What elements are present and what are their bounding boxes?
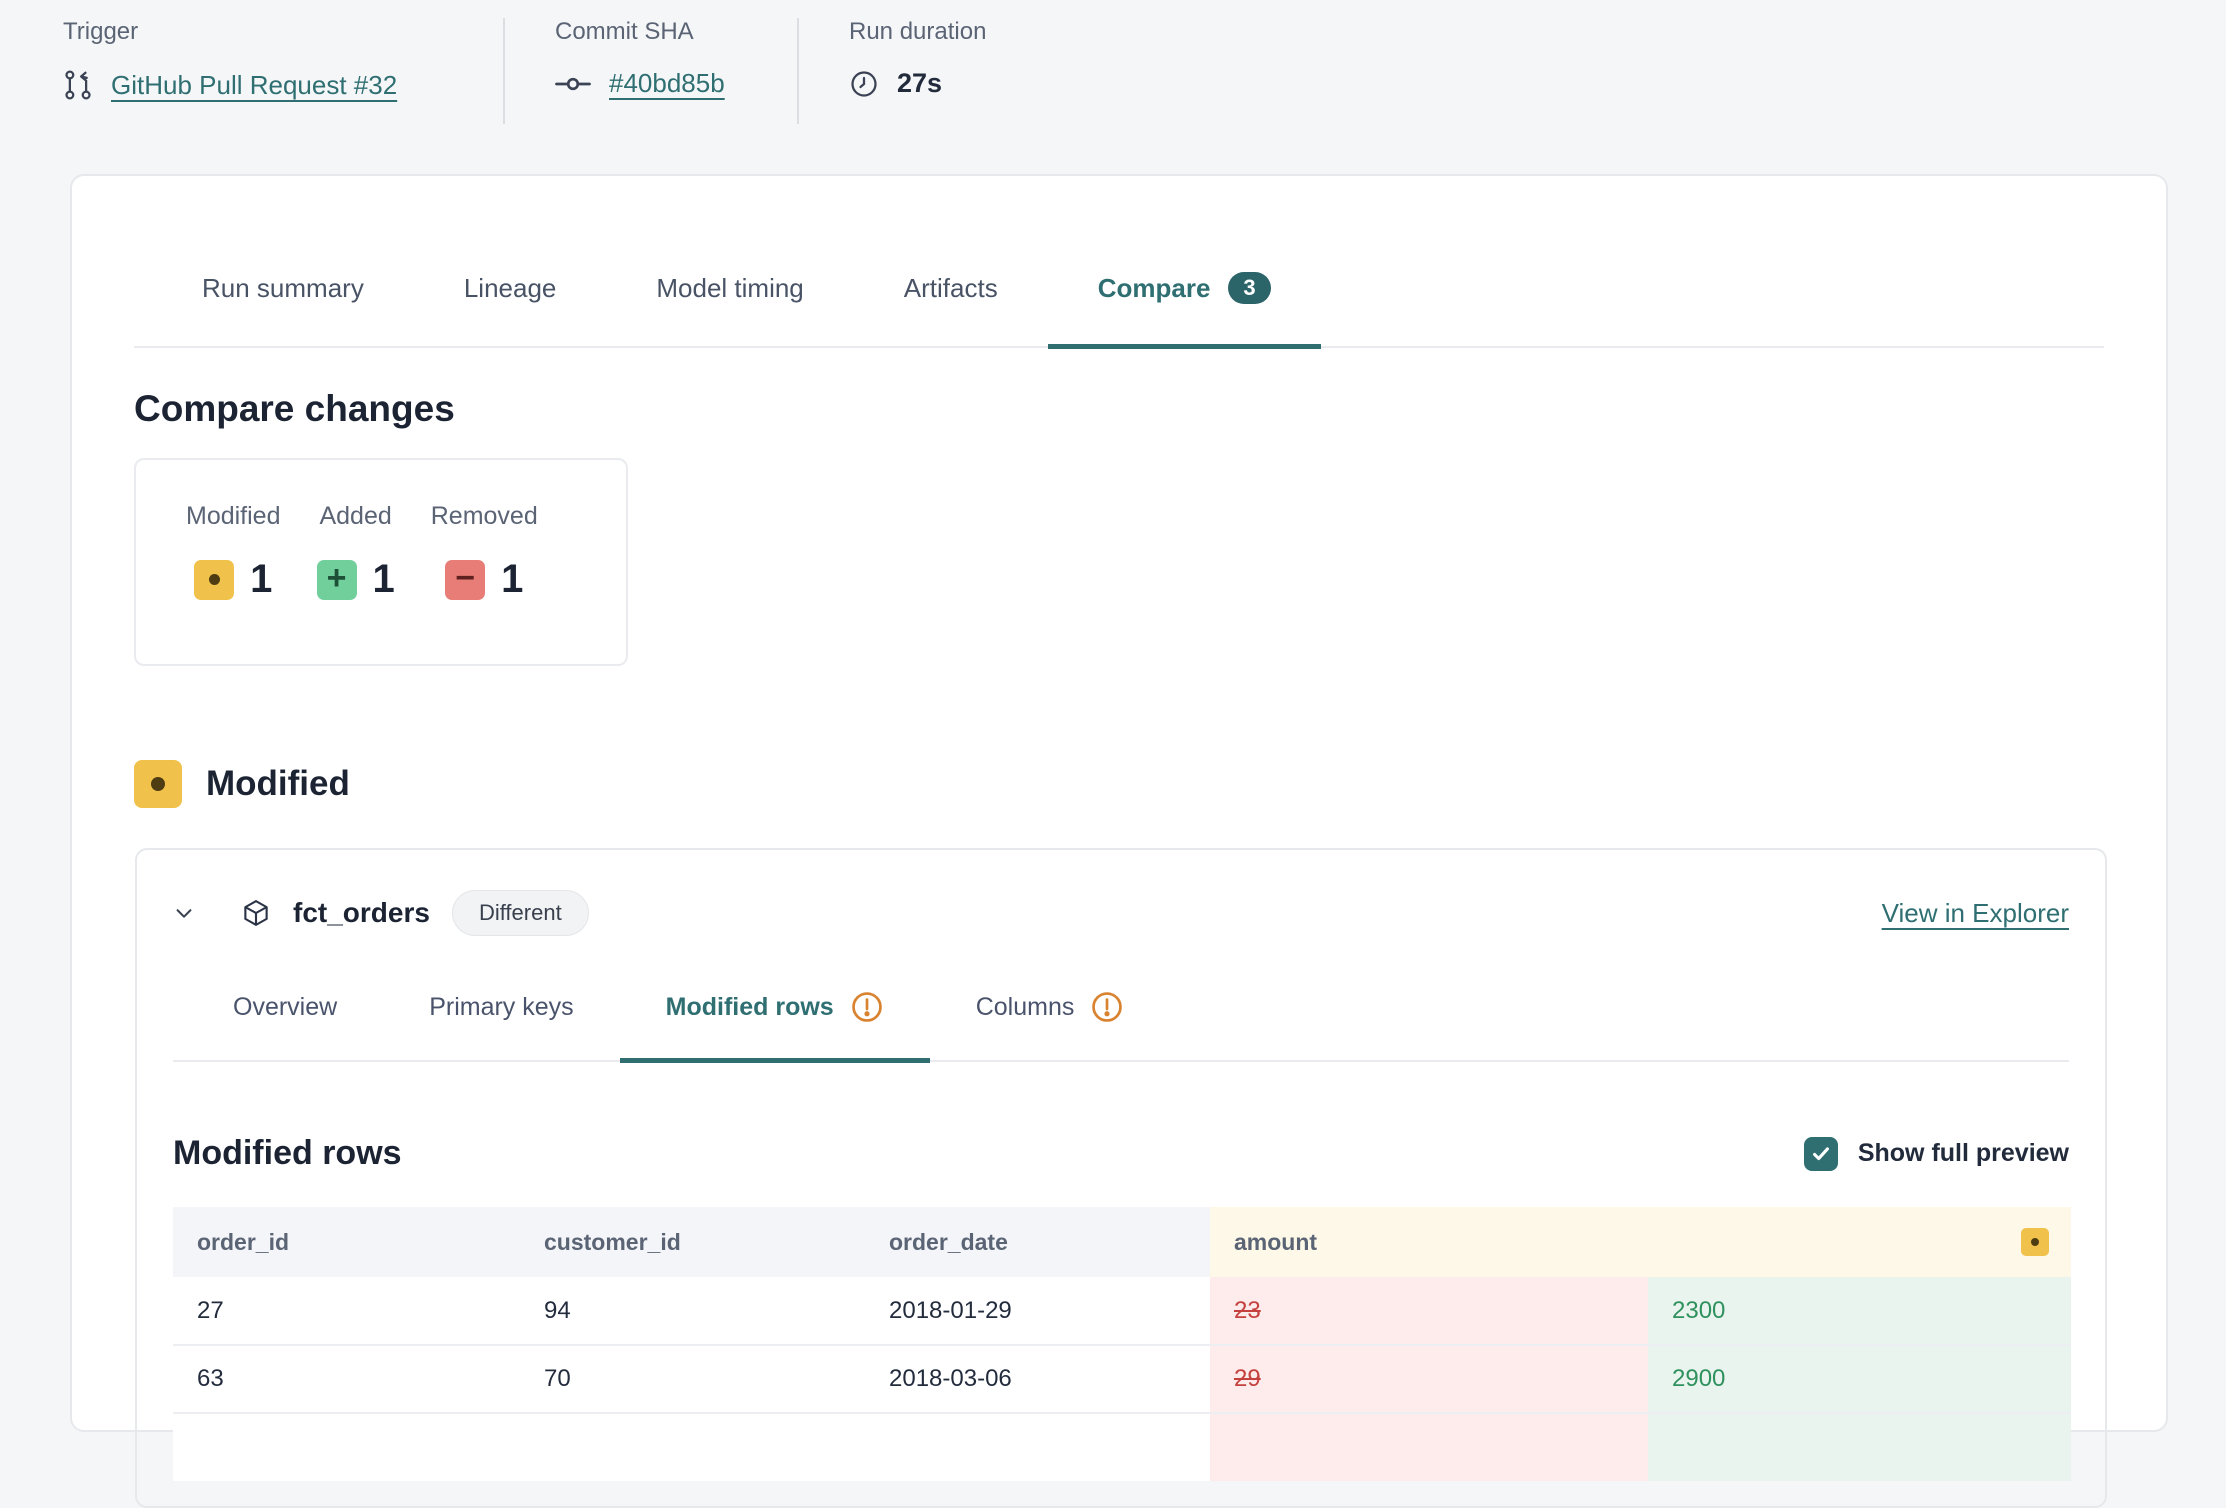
stat-modified: Modified 1	[186, 502, 281, 664]
col-amount: amount	[1210, 1207, 2071, 1277]
commit-icon	[555, 72, 591, 96]
col-order-id: order_id	[173, 1207, 520, 1277]
model-diff-card: fct_orders Different View in Explorer Ov…	[135, 848, 2107, 1508]
run-meta-bar: Trigger GitHub Pull Request #32 Commit S…	[63, 18, 1046, 124]
tab-run-summary[interactable]: Run summary	[202, 272, 364, 303]
plus-icon: +	[316, 559, 357, 600]
pull-request-icon	[63, 68, 93, 102]
duration-label: Run duration	[849, 18, 987, 45]
tab-artifacts[interactable]: Artifacts	[903, 272, 998, 303]
minus-icon: −	[445, 559, 486, 600]
model-header-row: fct_orders Different View in Explorer	[173, 850, 2069, 936]
cell-customer-id: 70	[520, 1344, 865, 1413]
modified-rows-table: order_id customer_id order_date amount 2…	[173, 1207, 2071, 1481]
stat-added-count: 1	[372, 557, 395, 601]
commit-sha-link[interactable]: #40bd85b	[609, 68, 725, 98]
commit-block: Commit SHA #40bd85b	[503, 18, 797, 124]
subtab-columns[interactable]: Columns	[930, 982, 1171, 1063]
compare-count-badge: 3	[1228, 272, 1271, 304]
view-in-explorer-link[interactable]: View in Explorer	[1881, 897, 2069, 928]
subtab-primary-keys[interactable]: Primary keys	[429, 992, 574, 1021]
cell-amount-old: 29	[1210, 1344, 1648, 1413]
cell-customer-id: 94	[520, 1277, 865, 1345]
show-full-preview-label: Show full preview	[1857, 1139, 2069, 1167]
trigger-label: Trigger	[63, 18, 139, 45]
checkbox-checked-icon[interactable]	[1803, 1136, 1838, 1171]
stat-removed-count: 1	[501, 557, 524, 601]
status-badge: Different	[451, 890, 589, 936]
cell-order-id: 27	[173, 1277, 520, 1345]
modified-section-header: Modified	[134, 760, 2104, 808]
subtab-modified-rows-label: Modified rows	[665, 992, 834, 1021]
table-row: 27 94 2018-01-29 23 2300	[173, 1277, 2071, 1345]
col-customer-id: customer_id	[520, 1207, 865, 1277]
cell-amount-new: 2900	[1648, 1344, 2071, 1413]
tab-compare[interactable]: Compare 3	[1047, 264, 1321, 349]
modified-icon	[194, 559, 235, 600]
modified-rows-title: Modified rows	[173, 1134, 402, 1172]
stat-removed-label: Removed	[430, 502, 538, 530]
model-name: fct_orders	[293, 897, 430, 928]
stat-added-label: Added	[319, 502, 392, 530]
modified-section-icon	[134, 760, 182, 808]
tab-lineage[interactable]: Lineage	[463, 272, 557, 303]
model-subtabs: Overview Primary keys Modified rows Colu…	[173, 982, 2069, 1063]
subtab-overview[interactable]: Overview	[233, 992, 338, 1021]
cell-amount-old: 23	[1210, 1277, 1648, 1345]
col-order-date: order_date	[865, 1207, 1210, 1277]
modified-rows-panel-header: Modified rows Show full preview	[173, 1134, 2069, 1173]
trigger-link[interactable]: GitHub Pull Request #32	[111, 69, 398, 100]
compare-changes-title: Compare changes	[134, 388, 455, 429]
run-detail-card: Run summary Lineage Model timing Artifac…	[70, 174, 2168, 1508]
tab-compare-label: Compare	[1097, 272, 1211, 303]
table-row	[173, 1412, 2071, 1481]
commit-label: Commit SHA	[555, 18, 694, 45]
table-header-row: order_id customer_id order_date amount	[173, 1207, 2071, 1277]
warning-icon	[1090, 990, 1124, 1024]
trigger-block: Trigger GitHub Pull Request #32	[63, 18, 503, 124]
stat-added: Added + 1	[316, 502, 395, 664]
cell-order-id: 63	[173, 1344, 520, 1413]
tab-model-timing[interactable]: Model timing	[656, 272, 804, 303]
main-tabs: Run summary Lineage Model timing Artifac…	[134, 264, 2104, 349]
subtab-columns-label: Columns	[975, 992, 1075, 1021]
modified-section-title: Modified	[206, 764, 350, 803]
stat-modified-count: 1	[250, 557, 273, 601]
duration-block: Run duration 27s	[797, 18, 1046, 124]
show-full-preview-toggle[interactable]: Show full preview	[1803, 1136, 2069, 1171]
stat-modified-label: Modified	[186, 502, 281, 530]
cell-order-date: 2018-03-06	[865, 1344, 1210, 1413]
clock-icon	[849, 69, 879, 99]
duration-value: 27s	[897, 68, 943, 98]
chevron-down-icon[interactable]	[173, 902, 195, 924]
cell-amount-new: 2300	[1648, 1277, 2071, 1345]
compare-summary-card: Modified 1 Added + 1 Removed − 1	[134, 458, 628, 666]
table-row: 63 70 2018-03-06 29 2900	[173, 1344, 2071, 1413]
stat-removed: Removed − 1	[431, 502, 538, 664]
warning-icon	[850, 990, 884, 1024]
modified-column-icon	[2021, 1228, 2049, 1256]
subtab-modified-rows[interactable]: Modified rows	[619, 982, 930, 1063]
model-cube-icon	[241, 898, 271, 928]
cell-order-date: 2018-01-29	[865, 1277, 1210, 1345]
